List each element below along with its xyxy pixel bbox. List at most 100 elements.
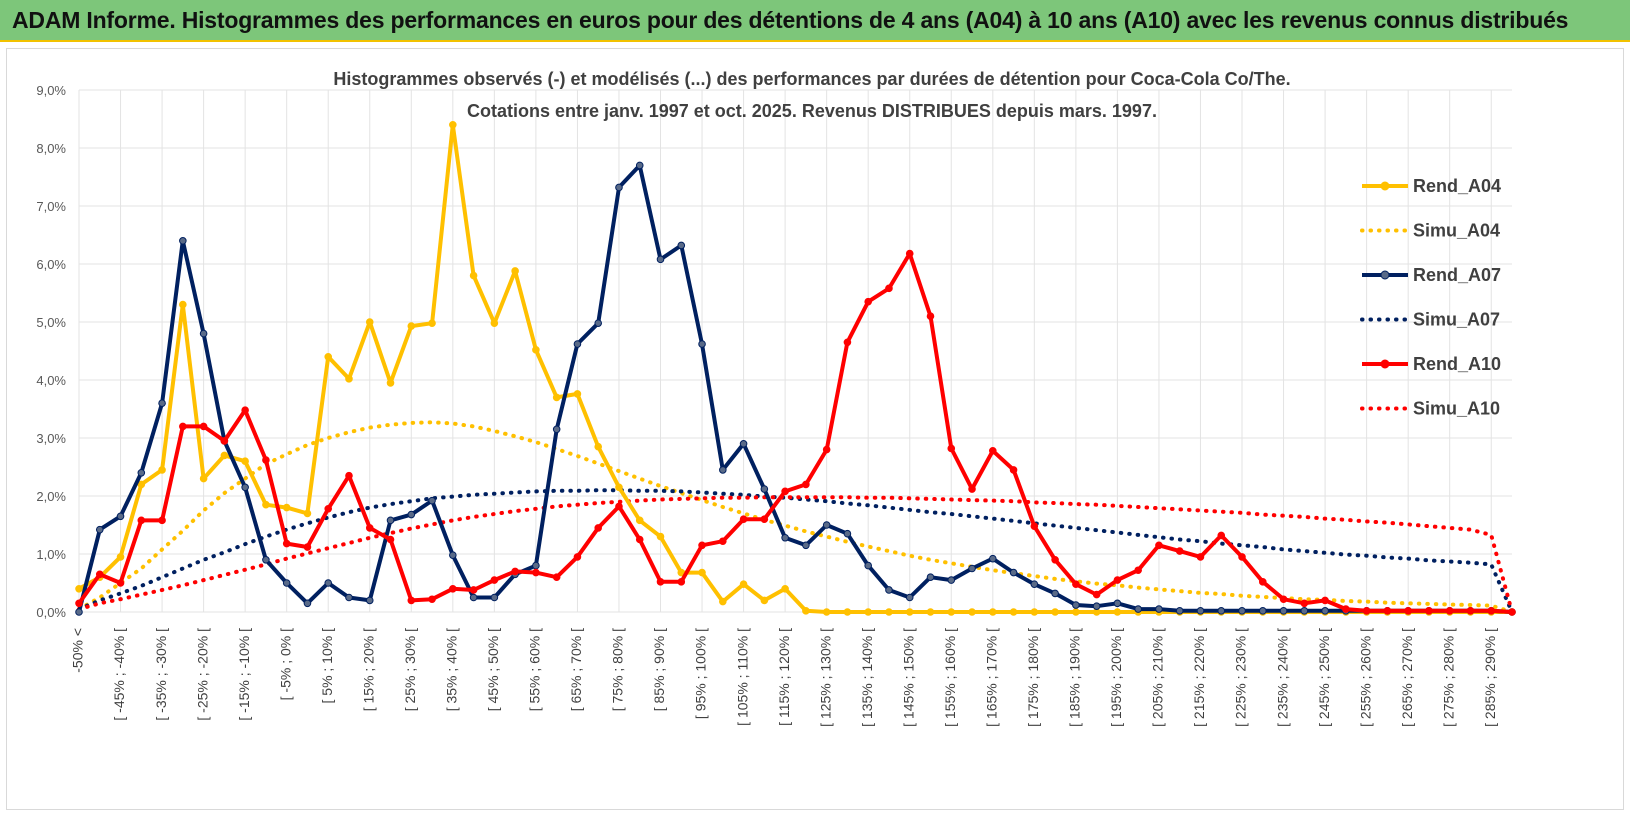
data-point-rend-a07 [1321, 607, 1329, 615]
data-point-rend-a10 [1155, 541, 1163, 550]
data-point-rend-a10 [1030, 522, 1039, 530]
data-point-rend-a07 [1238, 607, 1246, 615]
data-point-rend-a10 [1321, 596, 1329, 605]
data-point-rend-a07 [760, 485, 769, 493]
data-point-rend-a10 [905, 249, 914, 258]
data-point-rend-a04 [739, 580, 748, 588]
data-point-rend-a07 [926, 573, 935, 582]
data-point-rend-a10 [677, 578, 686, 586]
data-point-rend-a10 [116, 579, 125, 587]
data-point-rend-a07 [739, 440, 748, 448]
data-point-rend-a04 [532, 346, 540, 354]
series-line-rend-a07 [77, 163, 1513, 614]
x-tick-label: [ 35% ; 40% [ [444, 628, 460, 711]
data-point-rend-a04 [1072, 608, 1080, 616]
data-point-rend-a10 [988, 446, 997, 455]
data-point-rend-a04 [656, 532, 665, 541]
data-point-rend-a10 [1445, 607, 1454, 615]
y-tick-label: 9,0% [36, 83, 66, 98]
data-point-rend-a07 [635, 161, 644, 170]
y-tick-label: 8,0% [36, 141, 66, 156]
data-point-rend-a10 [635, 535, 644, 544]
x-tick-label: [ 65% ; 70% [ [568, 628, 584, 711]
chart-legend: Rend_A04 Simu_A04 Rend_A07 Simu_A07 Rend_A10… [1360, 176, 1501, 419]
data-point-rend-a04 [75, 585, 83, 593]
data-point-rend-a10 [303, 543, 312, 551]
data-point-rend-a10 [573, 553, 582, 561]
legend-marker-rend-a10 [1380, 359, 1390, 369]
data-point-rend-a07 [594, 319, 603, 327]
x-tick-label: [ 235% ; 240% [ [1274, 628, 1290, 727]
data-point-rend-a07 [262, 556, 270, 564]
data-point-rend-a04 [635, 516, 644, 525]
x-tick-label: [ 145% ; 150% [ [900, 628, 916, 727]
x-tick-label: [ 135% ; 140% [ [859, 628, 875, 727]
data-point-rend-a04 [407, 322, 416, 330]
data-point-rend-a04 [1051, 608, 1059, 616]
x-tick-label: [ 275% ; 280% [ [1440, 628, 1456, 727]
data-point-rend-a10 [719, 537, 727, 546]
series-line-simu-a10 [77, 495, 1514, 614]
x-tick-label: [ 125% ; 130% [ [817, 628, 833, 727]
series-line-simu-a04 [77, 420, 1514, 614]
data-point-rend-a10 [386, 535, 395, 544]
data-point-rend-a07 [573, 340, 582, 348]
y-tick-label: 6,0% [36, 257, 66, 272]
x-tick-label: [ 25% ; 30% [ [402, 628, 418, 711]
data-point-rend-a04 [988, 608, 997, 616]
data-point-rend-a07 [469, 593, 478, 602]
data-point-rend-a07 [1155, 605, 1163, 613]
x-tick-label: [ 265% ; 270% [ [1399, 628, 1415, 727]
data-point-rend-a07 [199, 329, 208, 338]
data-point-rend-a04 [843, 608, 852, 616]
x-tick-label: [ 85% ; 90% [ [651, 628, 667, 711]
data-point-rend-a07 [968, 564, 976, 573]
data-point-rend-a04 [781, 585, 789, 593]
data-point-rend-a10 [1051, 556, 1059, 564]
data-point-rend-a04 [905, 608, 914, 616]
data-point-rend-a10 [241, 406, 249, 414]
data-point-rend-a10 [926, 312, 935, 321]
data-point-rend-a07 [428, 496, 436, 505]
x-tick-label: [ 285% ; 290% [ [1482, 628, 1498, 727]
data-point-rend-a10 [1238, 553, 1246, 561]
data-point-rend-a07 [781, 533, 789, 542]
data-point-rend-a10 [469, 586, 478, 594]
data-point-rend-a10 [615, 502, 623, 511]
data-point-rend-a10 [262, 456, 270, 464]
data-point-rend-a04 [137, 480, 146, 489]
data-point-rend-a10 [885, 284, 893, 293]
data-point-rend-a04 [573, 390, 582, 398]
y-tick-label: 2,0% [36, 489, 66, 504]
data-point-rend-a07 [1092, 602, 1101, 611]
data-point-rend-a10 [802, 480, 810, 489]
data-point-rend-a04 [1113, 608, 1122, 616]
data-point-rend-a10 [324, 504, 333, 513]
data-point-rend-a07 [1072, 601, 1080, 609]
data-point-rend-a07 [386, 516, 395, 525]
data-point-rend-a10 [947, 444, 956, 453]
x-tick-label: [ 15% ; 20% [ [360, 628, 376, 711]
report-banner: ADAM Informe. Histogrammes des performan… [0, 0, 1630, 42]
data-point-rend-a04 [324, 353, 333, 361]
x-tick-label: [ 45% ; 50% [ [485, 628, 501, 711]
data-point-rend-a10 [1175, 547, 1184, 555]
legend-marker-rend-a07 [1380, 270, 1390, 280]
data-point-rend-a10 [345, 471, 353, 480]
data-point-rend-a04 [220, 451, 229, 460]
y-tick-label: 3,0% [36, 431, 66, 446]
data-point-rend-a10 [137, 516, 146, 525]
data-point-rend-a10 [490, 576, 499, 584]
series-lines [75, 121, 1516, 616]
data-point-rend-a07 [179, 237, 187, 245]
data-point-rend-a10 [781, 487, 789, 496]
data-point-rend-a07 [1009, 568, 1018, 577]
x-tick-label: [ 195% ; 200% [ [1108, 628, 1124, 727]
data-point-rend-a10 [1300, 599, 1309, 608]
data-point-rend-a10 [1092, 590, 1101, 599]
data-point-rend-a04 [947, 608, 956, 616]
series-line-rend-a10 [77, 251, 1513, 614]
data-point-rend-a10 [179, 422, 187, 431]
data-point-rend-a10 [656, 578, 665, 586]
data-point-rend-a07 [802, 541, 810, 550]
